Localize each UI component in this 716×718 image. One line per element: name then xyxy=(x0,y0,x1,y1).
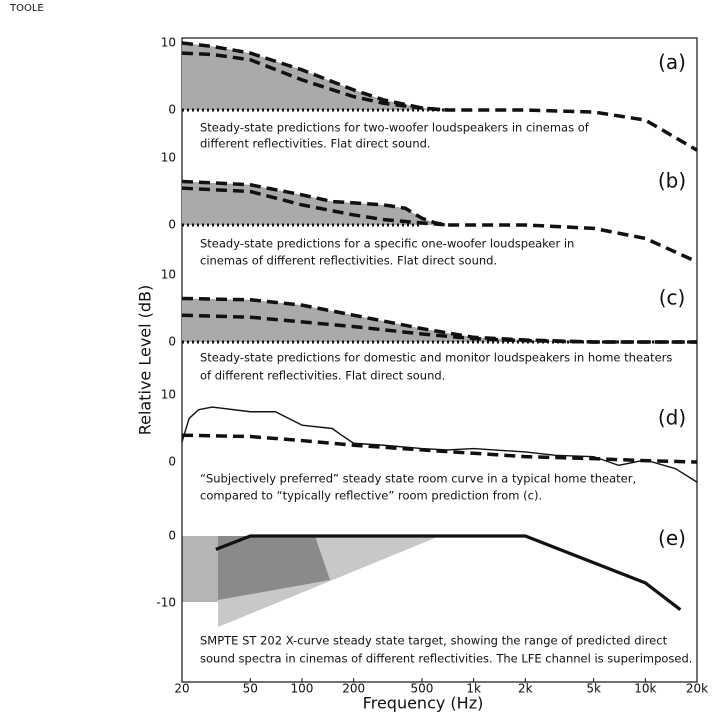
shaded-area xyxy=(182,181,697,225)
x-tick-label: 2k xyxy=(518,682,533,696)
panel-label: (a) xyxy=(658,50,686,74)
panel-label: (b) xyxy=(658,169,686,193)
caption: of different reflectivities. Flat direct… xyxy=(200,369,445,383)
y-tick-label: 10 xyxy=(161,388,176,402)
caption: Steady-state predictions for two-woofer … xyxy=(200,121,590,135)
curve xyxy=(181,406,698,483)
y-tick-label: 10 xyxy=(161,268,176,282)
panel-label: (d) xyxy=(658,406,686,430)
curve xyxy=(181,186,448,227)
panel-label: (e) xyxy=(658,526,686,550)
caption: “Subjectively preferred” steady state ro… xyxy=(200,472,636,486)
x-tick-label: 200 xyxy=(342,682,365,696)
x-axis-label: Frequency (Hz) xyxy=(363,694,484,713)
curve xyxy=(181,51,448,112)
curve xyxy=(181,296,697,344)
x-tick-label: 5k xyxy=(586,682,601,696)
y-tick-label: 10 xyxy=(161,36,176,50)
caption: SMPTE ST 202 X-curve steady state target… xyxy=(200,634,668,648)
y-tick-label: 0 xyxy=(168,103,176,117)
direct-sound-range xyxy=(182,536,440,627)
y-axis-label: Relative Level (dB) xyxy=(136,285,155,436)
curve xyxy=(181,433,698,464)
y-tick-label: 0 xyxy=(168,218,176,232)
x-tick-label: 500 xyxy=(411,682,434,696)
y-tick-label: 0 xyxy=(168,529,176,543)
caption: Steady-state predictions for domestic an… xyxy=(200,351,672,365)
curve xyxy=(215,534,682,611)
caption: sound spectra in cinemas of different re… xyxy=(200,652,692,666)
panel-label: (c) xyxy=(659,286,686,310)
caption: different reflectivities. Flat direct so… xyxy=(200,137,431,151)
x-tick-label: 20 xyxy=(174,682,189,696)
frame xyxy=(181,37,698,683)
header: TOOLE xyxy=(9,3,44,14)
x-tick-label: 1k xyxy=(466,682,481,696)
x-tick-label: 100 xyxy=(291,682,314,696)
curve xyxy=(181,179,698,264)
x-tick-label: 20k xyxy=(686,682,708,696)
y-tick-label: 0 xyxy=(168,455,176,469)
y-tick-label: 10 xyxy=(161,151,176,165)
caption: compared to “typically reflective” room … xyxy=(200,489,542,503)
y-tick-label: -10 xyxy=(156,596,176,610)
x-tick-label: 10k xyxy=(634,682,656,696)
curve xyxy=(181,41,698,152)
shaded-area xyxy=(182,298,697,342)
caption: cinemas of different reflectivities. Fla… xyxy=(200,254,497,268)
x-tick-label: 50 xyxy=(243,682,258,696)
caption: Steady-state predictions for a specific … xyxy=(200,237,574,251)
shaded-area xyxy=(182,43,697,111)
curve xyxy=(181,313,697,344)
y-tick-label: 0 xyxy=(168,335,176,349)
